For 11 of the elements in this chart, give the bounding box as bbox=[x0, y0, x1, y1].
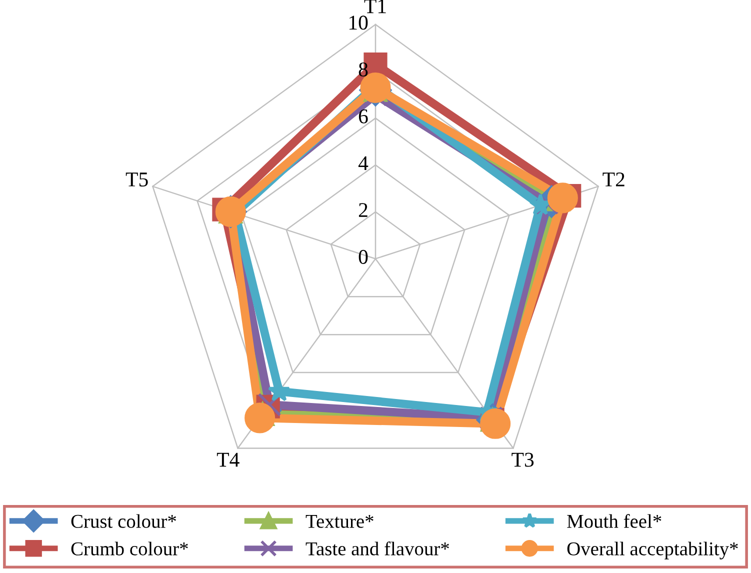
spoke-label: T4 bbox=[216, 452, 240, 467]
legend-label: Mouth feel* bbox=[567, 514, 662, 528]
spoke-label: T2 bbox=[602, 172, 624, 186]
legend-label: Overall acceptability* bbox=[567, 542, 738, 560]
legend-label: Texture* bbox=[306, 514, 374, 528]
legend-label: Crumb colour* bbox=[71, 542, 188, 556]
spoke-label: T5 bbox=[126, 172, 148, 187]
legend-label: Taste and flavour* bbox=[306, 542, 449, 556]
legend-label: Crust colour* bbox=[71, 514, 176, 528]
y-tick-label: 10 bbox=[349, 16, 368, 30]
spoke-label: T3 bbox=[512, 452, 534, 467]
